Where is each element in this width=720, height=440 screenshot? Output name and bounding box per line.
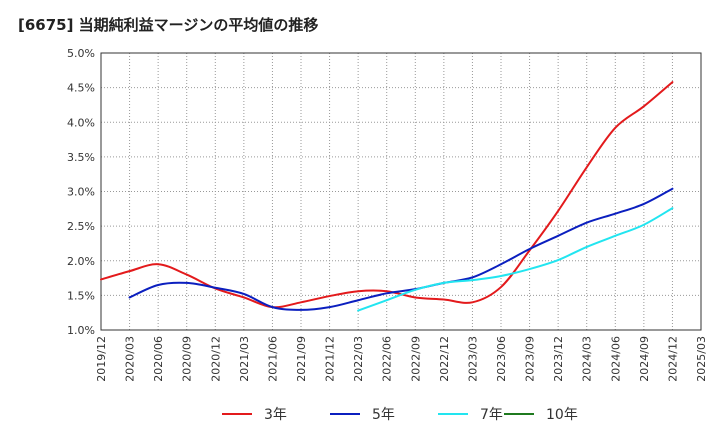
x-tick-label: 2025/03 xyxy=(695,336,708,382)
x-tick-label: 2024/12 xyxy=(666,336,679,382)
x-tick-label: 2021/03 xyxy=(238,336,251,382)
x-tick-label: 2024/03 xyxy=(581,336,594,382)
y-tick-label: 4.5% xyxy=(67,82,95,95)
x-tick-label: 2021/09 xyxy=(295,336,308,382)
legend-label: 5年 xyxy=(372,407,395,423)
x-tick-label: 2023/03 xyxy=(466,336,479,382)
y-axis-tick-labels: 1.0% 1.5% 2.0% 2.5% 3.0% 3.5% 4.0% 4.5% 5.0% xyxy=(67,47,95,337)
x-tick-label: 2022/12 xyxy=(438,336,451,382)
plot-area xyxy=(100,52,702,331)
series-lines xyxy=(100,81,674,312)
series-line-2 xyxy=(357,207,674,312)
x-tick-label: 2020/12 xyxy=(209,336,222,382)
series-line-1 xyxy=(128,187,674,311)
y-tick-label: 4.0% xyxy=(67,116,95,129)
x-tick-label: 2023/06 xyxy=(495,336,508,382)
x-tick-label: 2020/03 xyxy=(124,336,137,382)
legend-label: 7年 xyxy=(480,407,503,423)
x-tick-label: 2024/06 xyxy=(609,336,622,382)
series-line-0 xyxy=(100,81,674,309)
legend-label: 10年 xyxy=(546,407,578,423)
y-tick-label: 1.0% xyxy=(67,324,95,337)
y-tick-label: 3.5% xyxy=(67,151,95,164)
x-tick-label: 2022/09 xyxy=(409,336,422,382)
y-tick-label: 2.5% xyxy=(67,220,95,233)
x-tick-label: 2021/12 xyxy=(324,336,337,382)
x-tick-label: 2022/06 xyxy=(381,336,394,382)
x-tick-label: 2020/06 xyxy=(152,336,165,382)
y-tick-label: 2.0% xyxy=(67,255,95,268)
x-tick-label: 2024/09 xyxy=(638,336,651,382)
x-tick-label: 2020/09 xyxy=(181,336,194,382)
legend: 3年 5年 7年 10年 xyxy=(222,407,578,423)
x-axis-tick-labels: 2019/12 2020/03 2020/06 2020/09 2020/12 2021/… xyxy=(95,336,708,382)
legend-label: 3年 xyxy=(264,407,287,423)
x-tick-label: 2019/12 xyxy=(95,336,108,382)
x-tick-label: 2023/09 xyxy=(524,336,537,382)
y-tick-label: 5.0% xyxy=(67,47,95,60)
x-tick-label: 2023/12 xyxy=(552,336,565,382)
x-tick-label: 2021/06 xyxy=(266,336,279,382)
y-tick-label: 1.5% xyxy=(67,289,95,302)
y-tick-label: 3.0% xyxy=(67,186,95,199)
chart-title: [6675] 当期純利益マージンの平均値の推移 xyxy=(18,16,319,34)
x-tick-label: 2022/03 xyxy=(352,336,365,382)
grid-lines xyxy=(100,52,702,331)
